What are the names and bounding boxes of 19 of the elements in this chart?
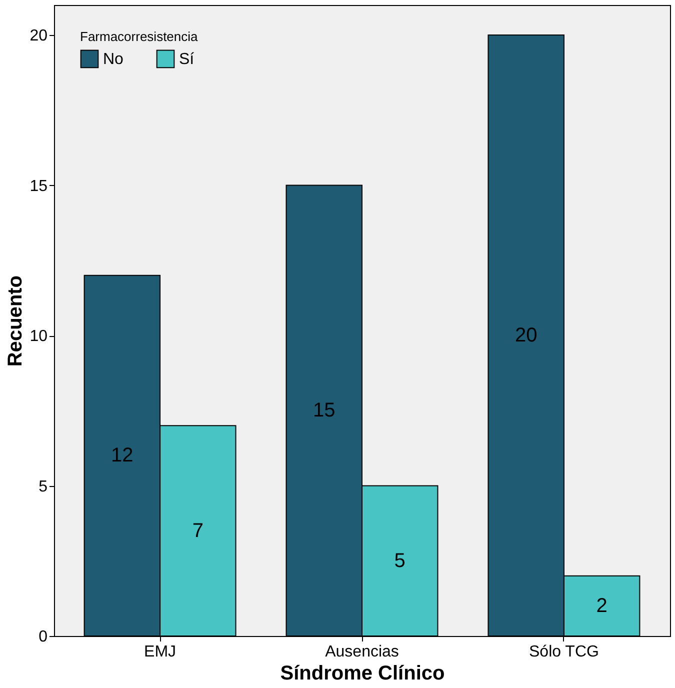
y-tick-label: 15 (30, 178, 48, 195)
data-label: 20 (514, 324, 538, 347)
x-tick-label: EMJ (144, 644, 176, 660)
y-tick-label: 0 (38, 628, 48, 646)
x-tick-label: Sólo TCG (528, 644, 599, 660)
x-axis-title: Síndrome Clínico (280, 662, 445, 684)
data-label: 12 (111, 444, 134, 467)
data-label: 2 (596, 594, 608, 617)
legend-label: No (103, 50, 124, 68)
data-label: 5 (394, 550, 406, 572)
x-tick-label: Ausencias (325, 644, 399, 660)
data-label: 15 (313, 400, 336, 422)
y-tick-label: 20 (30, 28, 48, 45)
y-tick-label: 5 (38, 478, 48, 496)
data-label: 7 (192, 520, 204, 542)
y-axis-title: Recuento (4, 275, 27, 367)
y-tick-label: 10 (30, 328, 48, 346)
legend-title: Farmacorresistencia (80, 29, 199, 44)
legend-label: Sí (179, 50, 195, 68)
